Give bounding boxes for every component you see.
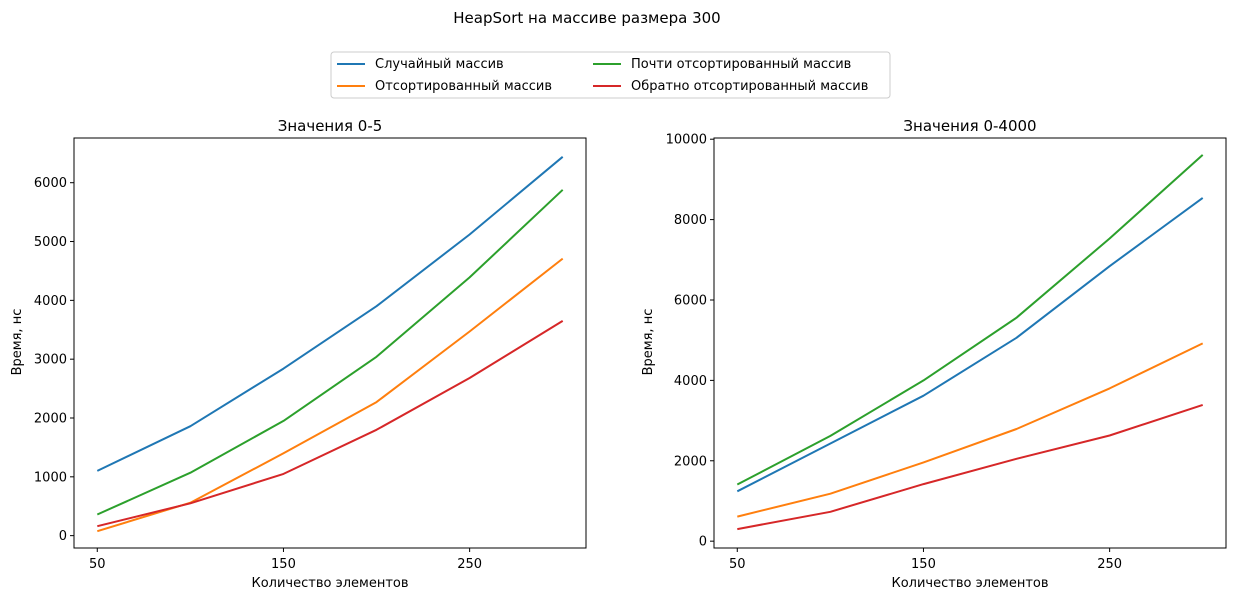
- y-tick-label: 0: [699, 535, 707, 550]
- series-lines: [96, 156, 564, 533]
- plot-frame: [73, 137, 587, 549]
- x-tick-label: 250: [457, 557, 482, 572]
- series-sorted-line: [97, 257, 564, 533]
- series-random-line: [736, 197, 1204, 493]
- legend-frame: [330, 51, 891, 99]
- plot-frame: [713, 137, 1227, 549]
- y-tick-label: 2000: [674, 454, 707, 469]
- x-tick-label: 150: [911, 557, 936, 572]
- y-tick-label: 6000: [674, 293, 707, 308]
- axis-ticks: 0 2000 4000 6000 8000 10000 50 150 250: [666, 133, 1122, 572]
- y-tick-label: 8000: [674, 213, 707, 228]
- x-axis-label: Количество элементов: [251, 576, 408, 591]
- series-reversed-line: [737, 403, 1204, 531]
- x-tick-label: 150: [271, 557, 296, 572]
- y-tick-label: 2000: [34, 412, 67, 427]
- y-tick-label: 6000: [34, 176, 67, 191]
- panel-title: Значения 0-4000: [903, 117, 1036, 135]
- chart-panel-values-0-5: Значения 0-5 Количество элементов Время,…: [10, 117, 587, 591]
- legend-label-reversed: Обратно отсортированный массив: [631, 79, 868, 94]
- y-tick-label: 3000: [34, 353, 67, 368]
- y-tick-label: 1000: [34, 470, 67, 485]
- legend-label-random: Случайный массив: [375, 57, 504, 72]
- series-almost-sorted-line: [736, 154, 1204, 486]
- panel-title: Значения 0-5: [278, 117, 383, 135]
- x-tick-label: 50: [89, 557, 106, 572]
- y-axis-label: Время, нс: [10, 309, 25, 376]
- y-tick-label: 4000: [34, 294, 67, 309]
- y-tick-label: 4000: [674, 374, 707, 389]
- y-axis-label: Время, нс: [641, 309, 656, 376]
- x-axis-label: Количество элементов: [891, 576, 1048, 591]
- x-tick-label: 250: [1097, 557, 1122, 572]
- series-sorted-line: [737, 342, 1204, 518]
- legend-label-almost-sorted: Почти отсортированный массив: [631, 57, 851, 72]
- series-almost-sorted-line: [96, 189, 564, 516]
- series-random-line: [96, 156, 564, 472]
- figure-title: HeapSort на массиве размера 300: [453, 9, 720, 27]
- legend-label-sorted: Отсортированный массив: [375, 79, 552, 94]
- x-tick-label: 50: [729, 557, 746, 572]
- chart-panel-values-0-4000: Значения 0-4000 Количество элементов Вре…: [641, 117, 1227, 591]
- axis-ticks: 0 1000 2000 3000 4000 5000 6000 50 150 250: [34, 176, 482, 572]
- legend: Случайный массив Отсортированный массив …: [330, 51, 891, 99]
- y-tick-label: 0: [59, 529, 67, 544]
- series-lines: [736, 154, 1204, 531]
- y-tick-label: 5000: [34, 235, 67, 250]
- series-reversed-line: [97, 320, 564, 528]
- y-tick-label: 10000: [666, 133, 707, 148]
